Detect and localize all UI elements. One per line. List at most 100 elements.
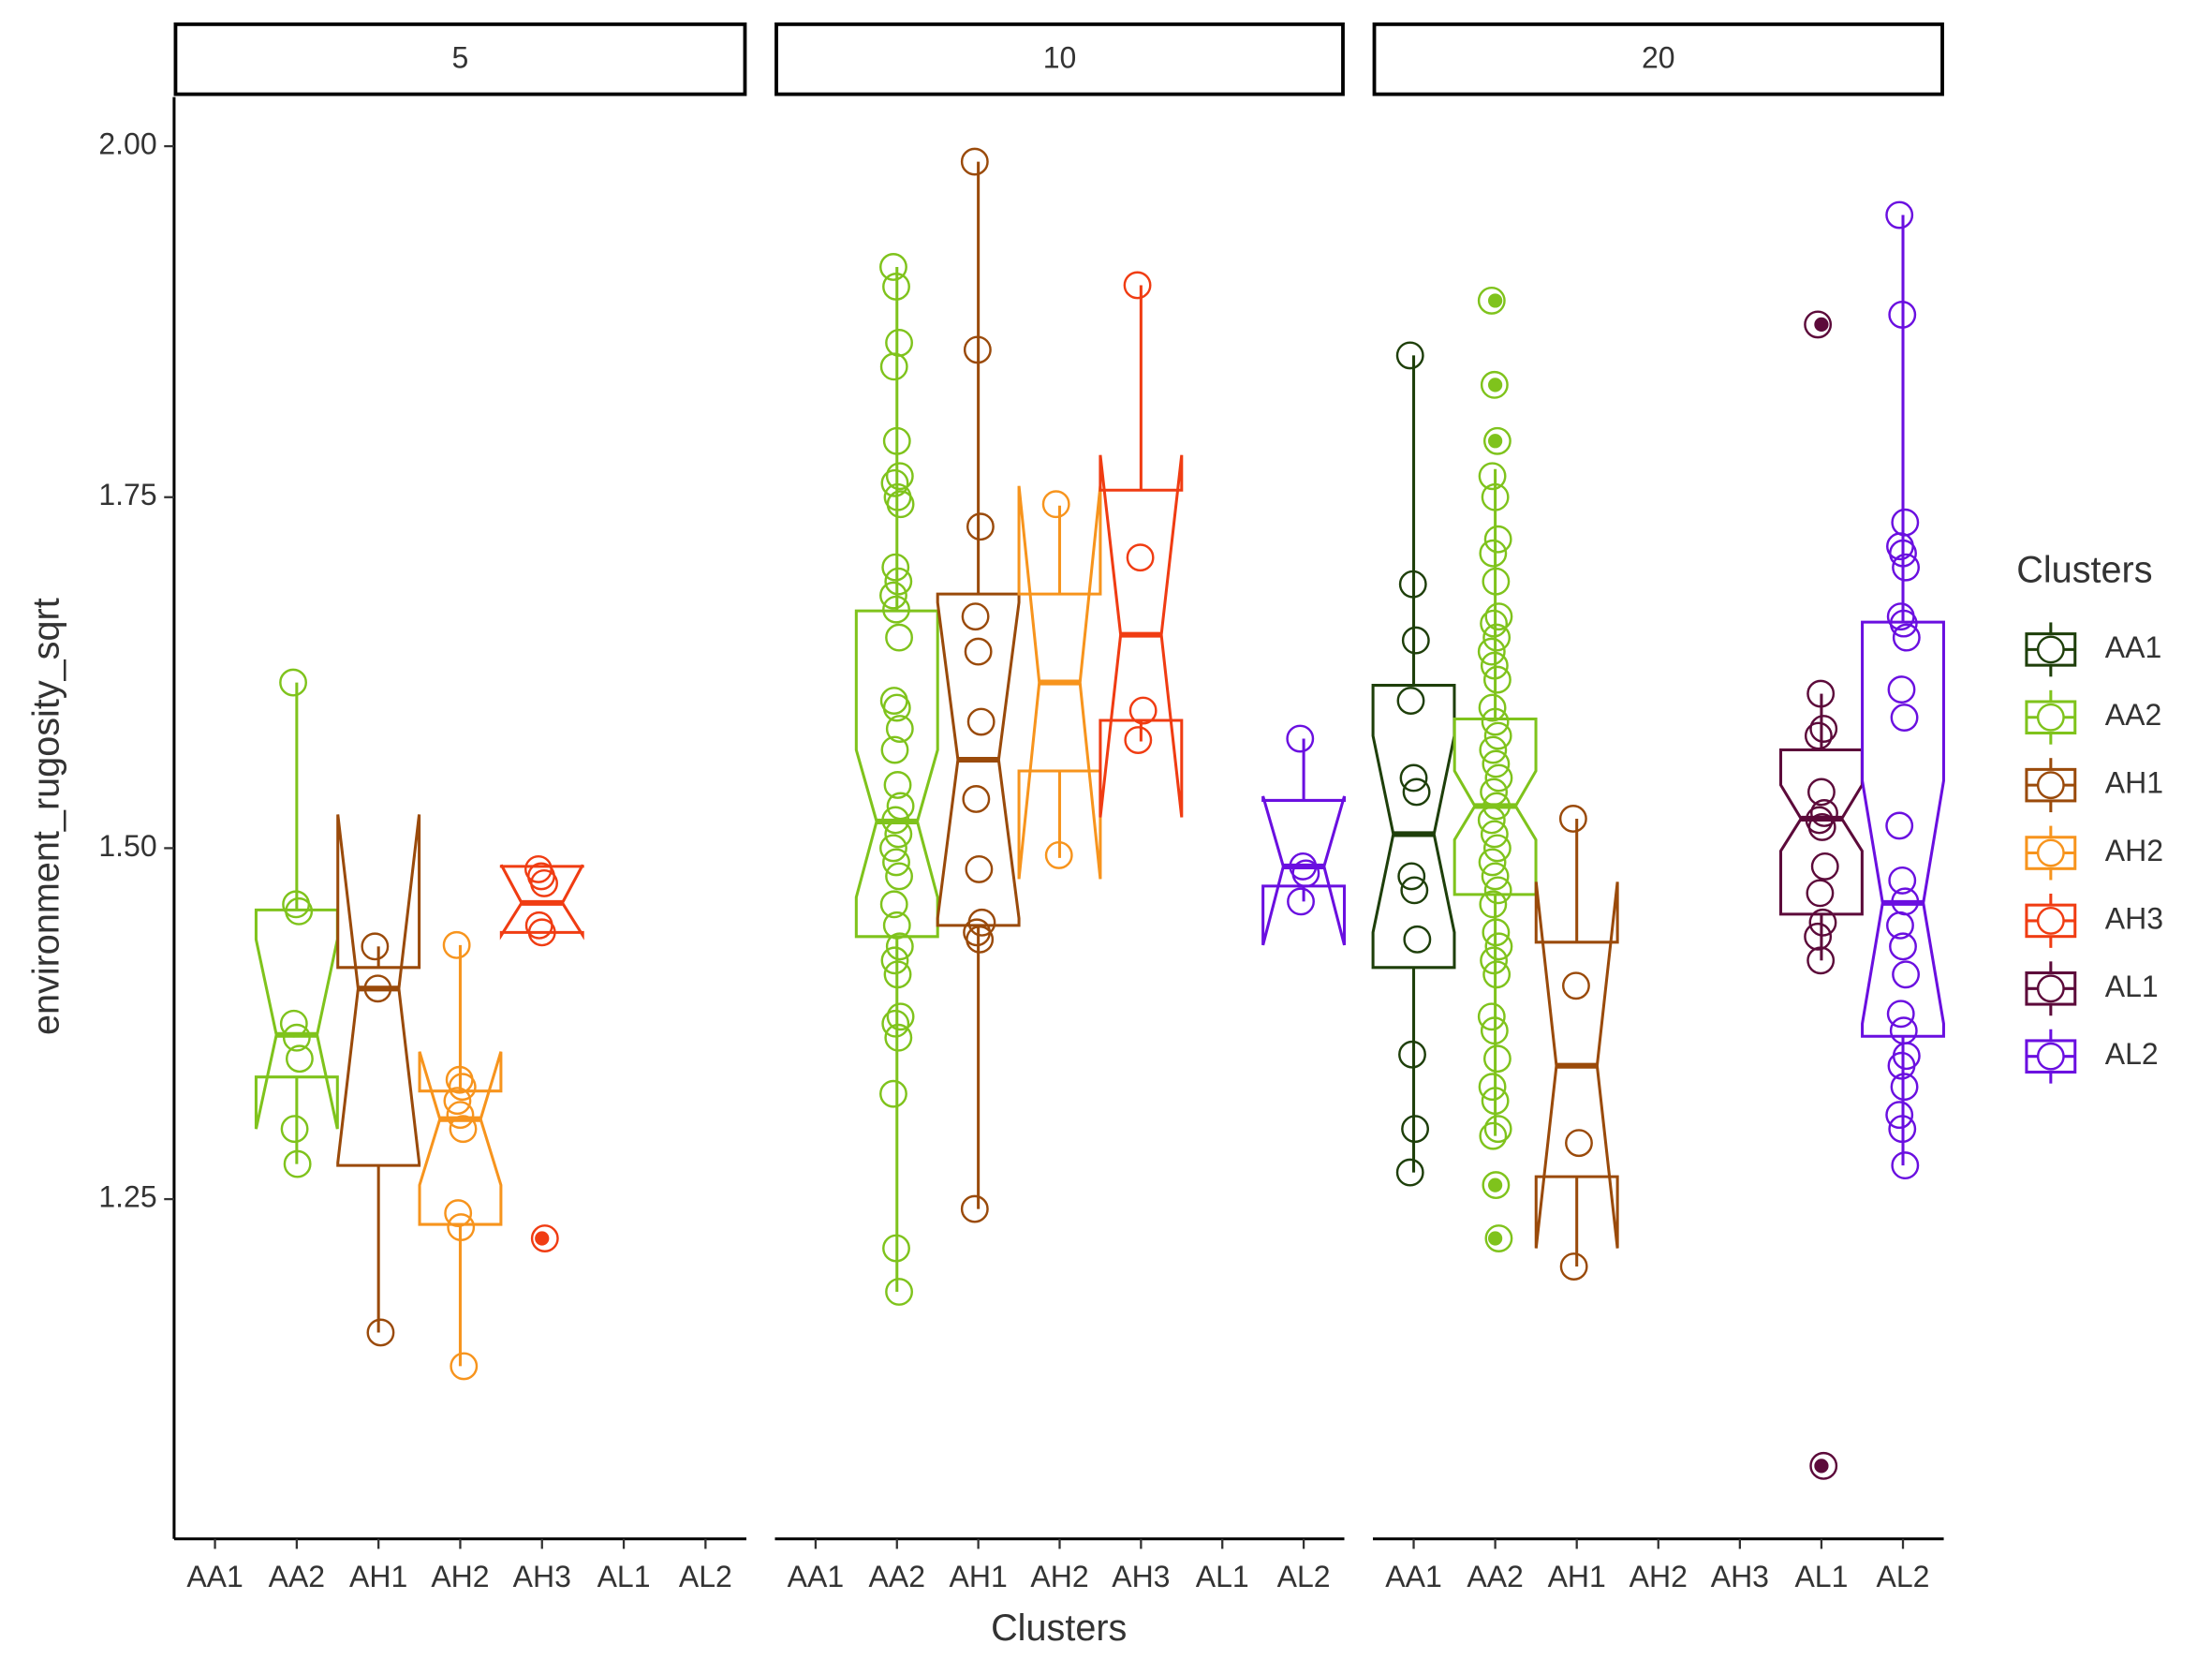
- point: [1806, 679, 1836, 708]
- box: [254, 668, 339, 1178]
- point: [1482, 623, 1512, 652]
- point: [964, 637, 993, 666]
- point: [882, 1234, 910, 1263]
- x-tick-label: AH2: [1030, 1560, 1088, 1593]
- point: [879, 890, 908, 919]
- point: [881, 553, 910, 582]
- point: [1479, 735, 1508, 764]
- box: [936, 147, 1021, 1223]
- point: [1886, 911, 1914, 940]
- point: [1888, 1115, 1917, 1144]
- point: [880, 946, 909, 975]
- point: [885, 715, 914, 743]
- point: [530, 1224, 559, 1252]
- point: [885, 932, 914, 961]
- point: [1885, 811, 1914, 840]
- point: [882, 911, 911, 940]
- point: [1806, 778, 1836, 807]
- point: [1478, 1073, 1507, 1102]
- plot: Clusters environment_rugosity_sqrt Clust…: [25, 22, 2163, 1649]
- strip-label: 20: [1642, 40, 1675, 74]
- outlier: [1487, 1231, 1503, 1246]
- point: [1889, 609, 1918, 638]
- box: [1778, 310, 1864, 1480]
- point: [1807, 813, 1836, 841]
- point: [1887, 1051, 1916, 1080]
- legend-label: AL1: [2105, 970, 2159, 1003]
- point: [1291, 859, 1320, 888]
- point: [285, 896, 314, 926]
- point: [1806, 946, 1836, 975]
- box: [1017, 485, 1102, 880]
- x-tick-label: AA2: [1467, 1560, 1523, 1593]
- strip: [774, 22, 1345, 96]
- point: [449, 1115, 478, 1144]
- point: [1482, 665, 1512, 694]
- point: [1477, 1002, 1506, 1031]
- outlier: [1487, 1178, 1503, 1192]
- outlier: [1814, 317, 1829, 333]
- y-tick-label: 1.25: [98, 1180, 156, 1214]
- point: [450, 1352, 479, 1381]
- outlier: [1487, 434, 1503, 449]
- point: [1482, 567, 1511, 596]
- point: [1397, 862, 1426, 891]
- point: [1480, 609, 1509, 638]
- legend-key-point: [2036, 771, 2065, 800]
- point: [966, 707, 995, 736]
- x-tick-label: AA1: [1385, 1560, 1441, 1593]
- point: [1482, 918, 1511, 947]
- point: [1041, 490, 1070, 519]
- point: [361, 932, 390, 961]
- point: [1399, 763, 1428, 792]
- point: [1482, 426, 1512, 455]
- point: [1402, 778, 1431, 807]
- outlier: [1487, 378, 1503, 393]
- y-tick-label: 1.75: [98, 478, 156, 511]
- point: [1481, 862, 1510, 891]
- point: [966, 512, 995, 541]
- point: [1559, 1252, 1588, 1281]
- point: [1401, 626, 1430, 655]
- point: [1889, 539, 1917, 568]
- point: [1478, 693, 1507, 722]
- point: [1482, 960, 1512, 989]
- notched-box: [936, 592, 1021, 927]
- point: [1286, 724, 1315, 753]
- y-tick-label: 1.50: [98, 829, 156, 863]
- point: [1886, 1000, 1915, 1029]
- legend-key-point: [2036, 838, 2065, 867]
- point: [446, 1101, 475, 1130]
- x-tick-label: AL2: [1877, 1560, 1930, 1593]
- point: [881, 1009, 910, 1038]
- point: [1123, 271, 1152, 300]
- notched-box: [336, 814, 421, 1167]
- point: [1480, 370, 1509, 399]
- box: [1371, 341, 1456, 1187]
- notched-box: [1534, 881, 1619, 1249]
- legend-label: AL2: [2105, 1037, 2159, 1071]
- x-axis-title: Clusters: [991, 1607, 1127, 1649]
- point: [1484, 1224, 1513, 1252]
- point: [879, 352, 908, 381]
- point: [279, 1009, 308, 1038]
- x-tick-label: AH2: [431, 1560, 489, 1593]
- x-tick-label: AL2: [1277, 1560, 1331, 1593]
- point: [885, 623, 913, 652]
- point: [879, 1079, 907, 1108]
- point: [1479, 539, 1508, 568]
- x-tick-label: AH3: [1112, 1560, 1170, 1593]
- notched-box: [418, 1051, 503, 1226]
- point: [442, 930, 471, 959]
- point: [1400, 876, 1429, 905]
- point: [1480, 820, 1509, 849]
- y-tick-label: 2.00: [98, 127, 156, 161]
- point: [1481, 482, 1510, 511]
- point: [1482, 1171, 1511, 1200]
- point: [883, 960, 912, 989]
- legend-label: AH1: [2105, 766, 2163, 800]
- notched-box: [499, 864, 584, 941]
- notched-box: [1099, 454, 1184, 818]
